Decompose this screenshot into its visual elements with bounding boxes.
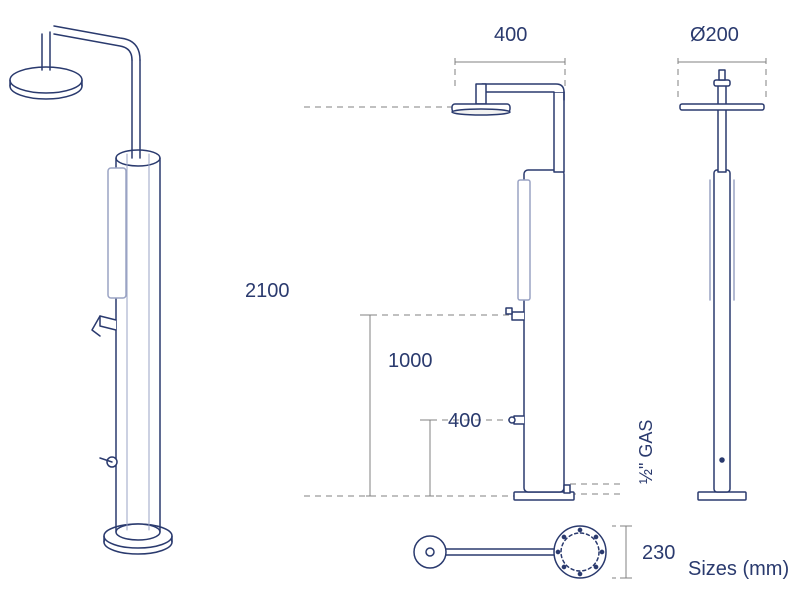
isometric-view xyxy=(0,20,240,580)
dim-tap-height: 1000 xyxy=(388,350,433,373)
dim-inlet-spec: ½" GAS xyxy=(636,420,657,484)
dim-head-diameter: Ø200 xyxy=(690,24,739,47)
side-elevation xyxy=(660,40,800,560)
dim-total-height: 2100 xyxy=(245,280,290,303)
units-label: Sizes (mm) xyxy=(688,558,789,581)
dim-arm-reach: 400 xyxy=(494,24,527,47)
front-elevation xyxy=(300,40,650,560)
dim-base-depth: 230 xyxy=(642,542,675,565)
plan-view xyxy=(400,520,660,600)
dim-foot-height: 400 xyxy=(448,410,481,433)
